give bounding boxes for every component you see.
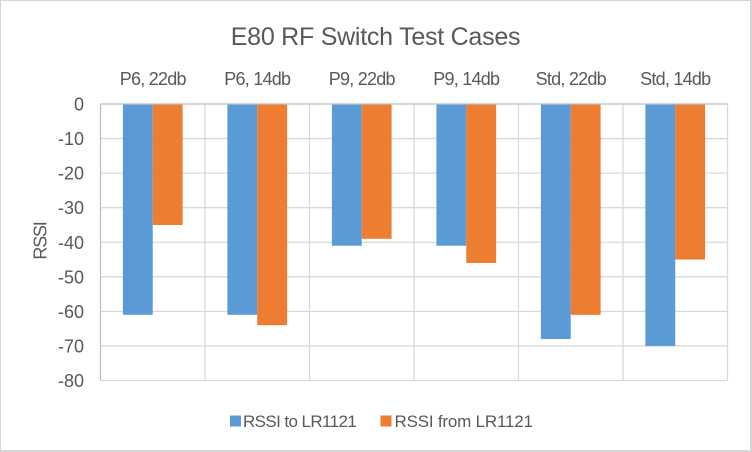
svg-text:-30: -30	[58, 198, 84, 218]
svg-text:RSSI: RSSI	[31, 222, 51, 259]
svg-text:P6, 14db: P6, 14db	[224, 69, 291, 89]
svg-text:RSSI from LR1121: RSSI from LR1121	[395, 412, 533, 431]
svg-text:0: 0	[74, 95, 84, 115]
svg-text:-50: -50	[58, 267, 84, 287]
svg-text:-10: -10	[58, 129, 84, 149]
svg-text:-40: -40	[58, 233, 84, 253]
svg-text:P6, 22db: P6, 22db	[120, 69, 187, 89]
svg-text:Std, 14db: Std, 14db	[640, 69, 711, 89]
svg-text:RSSI to LR1121: RSSI to LR1121	[243, 412, 356, 431]
svg-text:-70: -70	[58, 336, 84, 356]
svg-text:P9, 22db: P9, 22db	[329, 69, 396, 89]
svg-text:Std, 22db: Std, 22db	[536, 69, 607, 89]
svg-text:E80 RF Switch Test Cases: E80 RF Switch Test Cases	[231, 23, 520, 51]
svg-text:-80: -80	[58, 371, 84, 391]
svg-text:P9, 14db: P9, 14db	[433, 69, 500, 89]
svg-text:-20: -20	[58, 164, 84, 184]
svg-text:-60: -60	[58, 302, 84, 322]
